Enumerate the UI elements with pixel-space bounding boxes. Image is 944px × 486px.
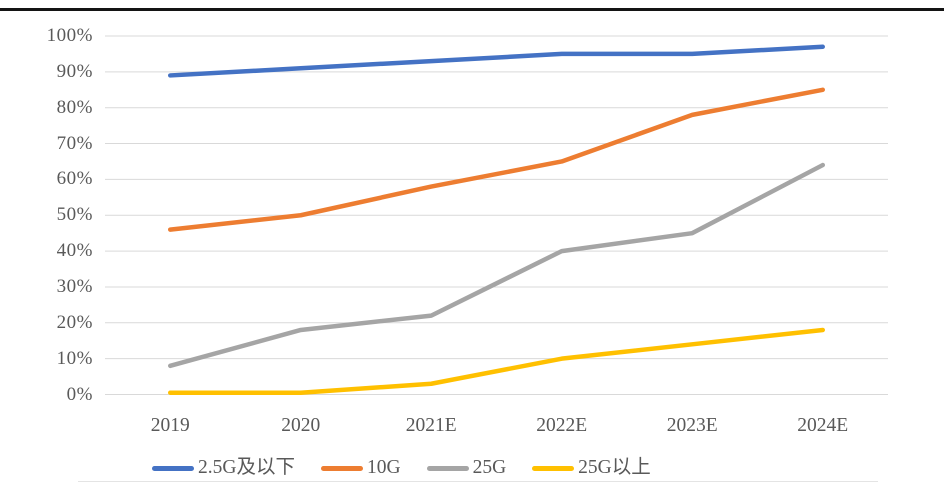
y-axis-tick-label: 20% [56,311,93,333]
y-axis-tick-label: 10% [56,347,93,369]
x-axis-tick-label: 2020 [281,415,321,436]
legend-line-swatch [532,465,575,471]
y-axis-tick-label: 90% [56,60,93,82]
y-axis-tick-label: 0% [66,383,93,405]
x-axis-tick-label: 2023E [666,415,718,436]
bottom-divider-line [78,481,878,482]
legend-label: 25G [472,457,507,478]
legend-label: 25G以上 [578,457,651,478]
legend-label: 10G [366,457,401,478]
y-axis-tick-label: 40% [56,240,93,262]
x-axis-tick-label: 2024E [797,415,849,436]
x-axis-tick-label: 2021E [405,415,457,436]
top-divider-line [0,8,944,11]
legend-label: 2.5G及以下 [198,457,295,478]
series-line-0 [168,44,825,78]
y-axis-tick-label: 60% [56,168,93,190]
legend-line-swatch [426,465,469,471]
legend-item: 25G以上 [532,457,651,479]
legend-item: 2.5G及以下 [152,457,295,479]
y-axis-tick-label: 80% [56,96,93,118]
series-line-3 [168,327,825,395]
legend-line-swatch [320,465,363,471]
y-axis-tick-label: 50% [56,204,93,226]
legend-item: 25G [426,457,507,479]
x-axis-tick-label: 2022E [536,415,588,436]
y-axis-tick-label: 30% [56,275,93,297]
legend: 2.5G及以下 10G 25G 25G以上 [152,457,651,479]
series-line-1 [168,87,825,232]
series-line-2 [168,162,825,369]
y-axis-tick-label: 100% [46,25,93,46]
legend-line-swatch [152,465,194,471]
legend-item: 10G [320,457,401,479]
x-axis-tick-label: 2019 [150,415,190,436]
y-axis-tick-label: 70% [56,132,93,154]
